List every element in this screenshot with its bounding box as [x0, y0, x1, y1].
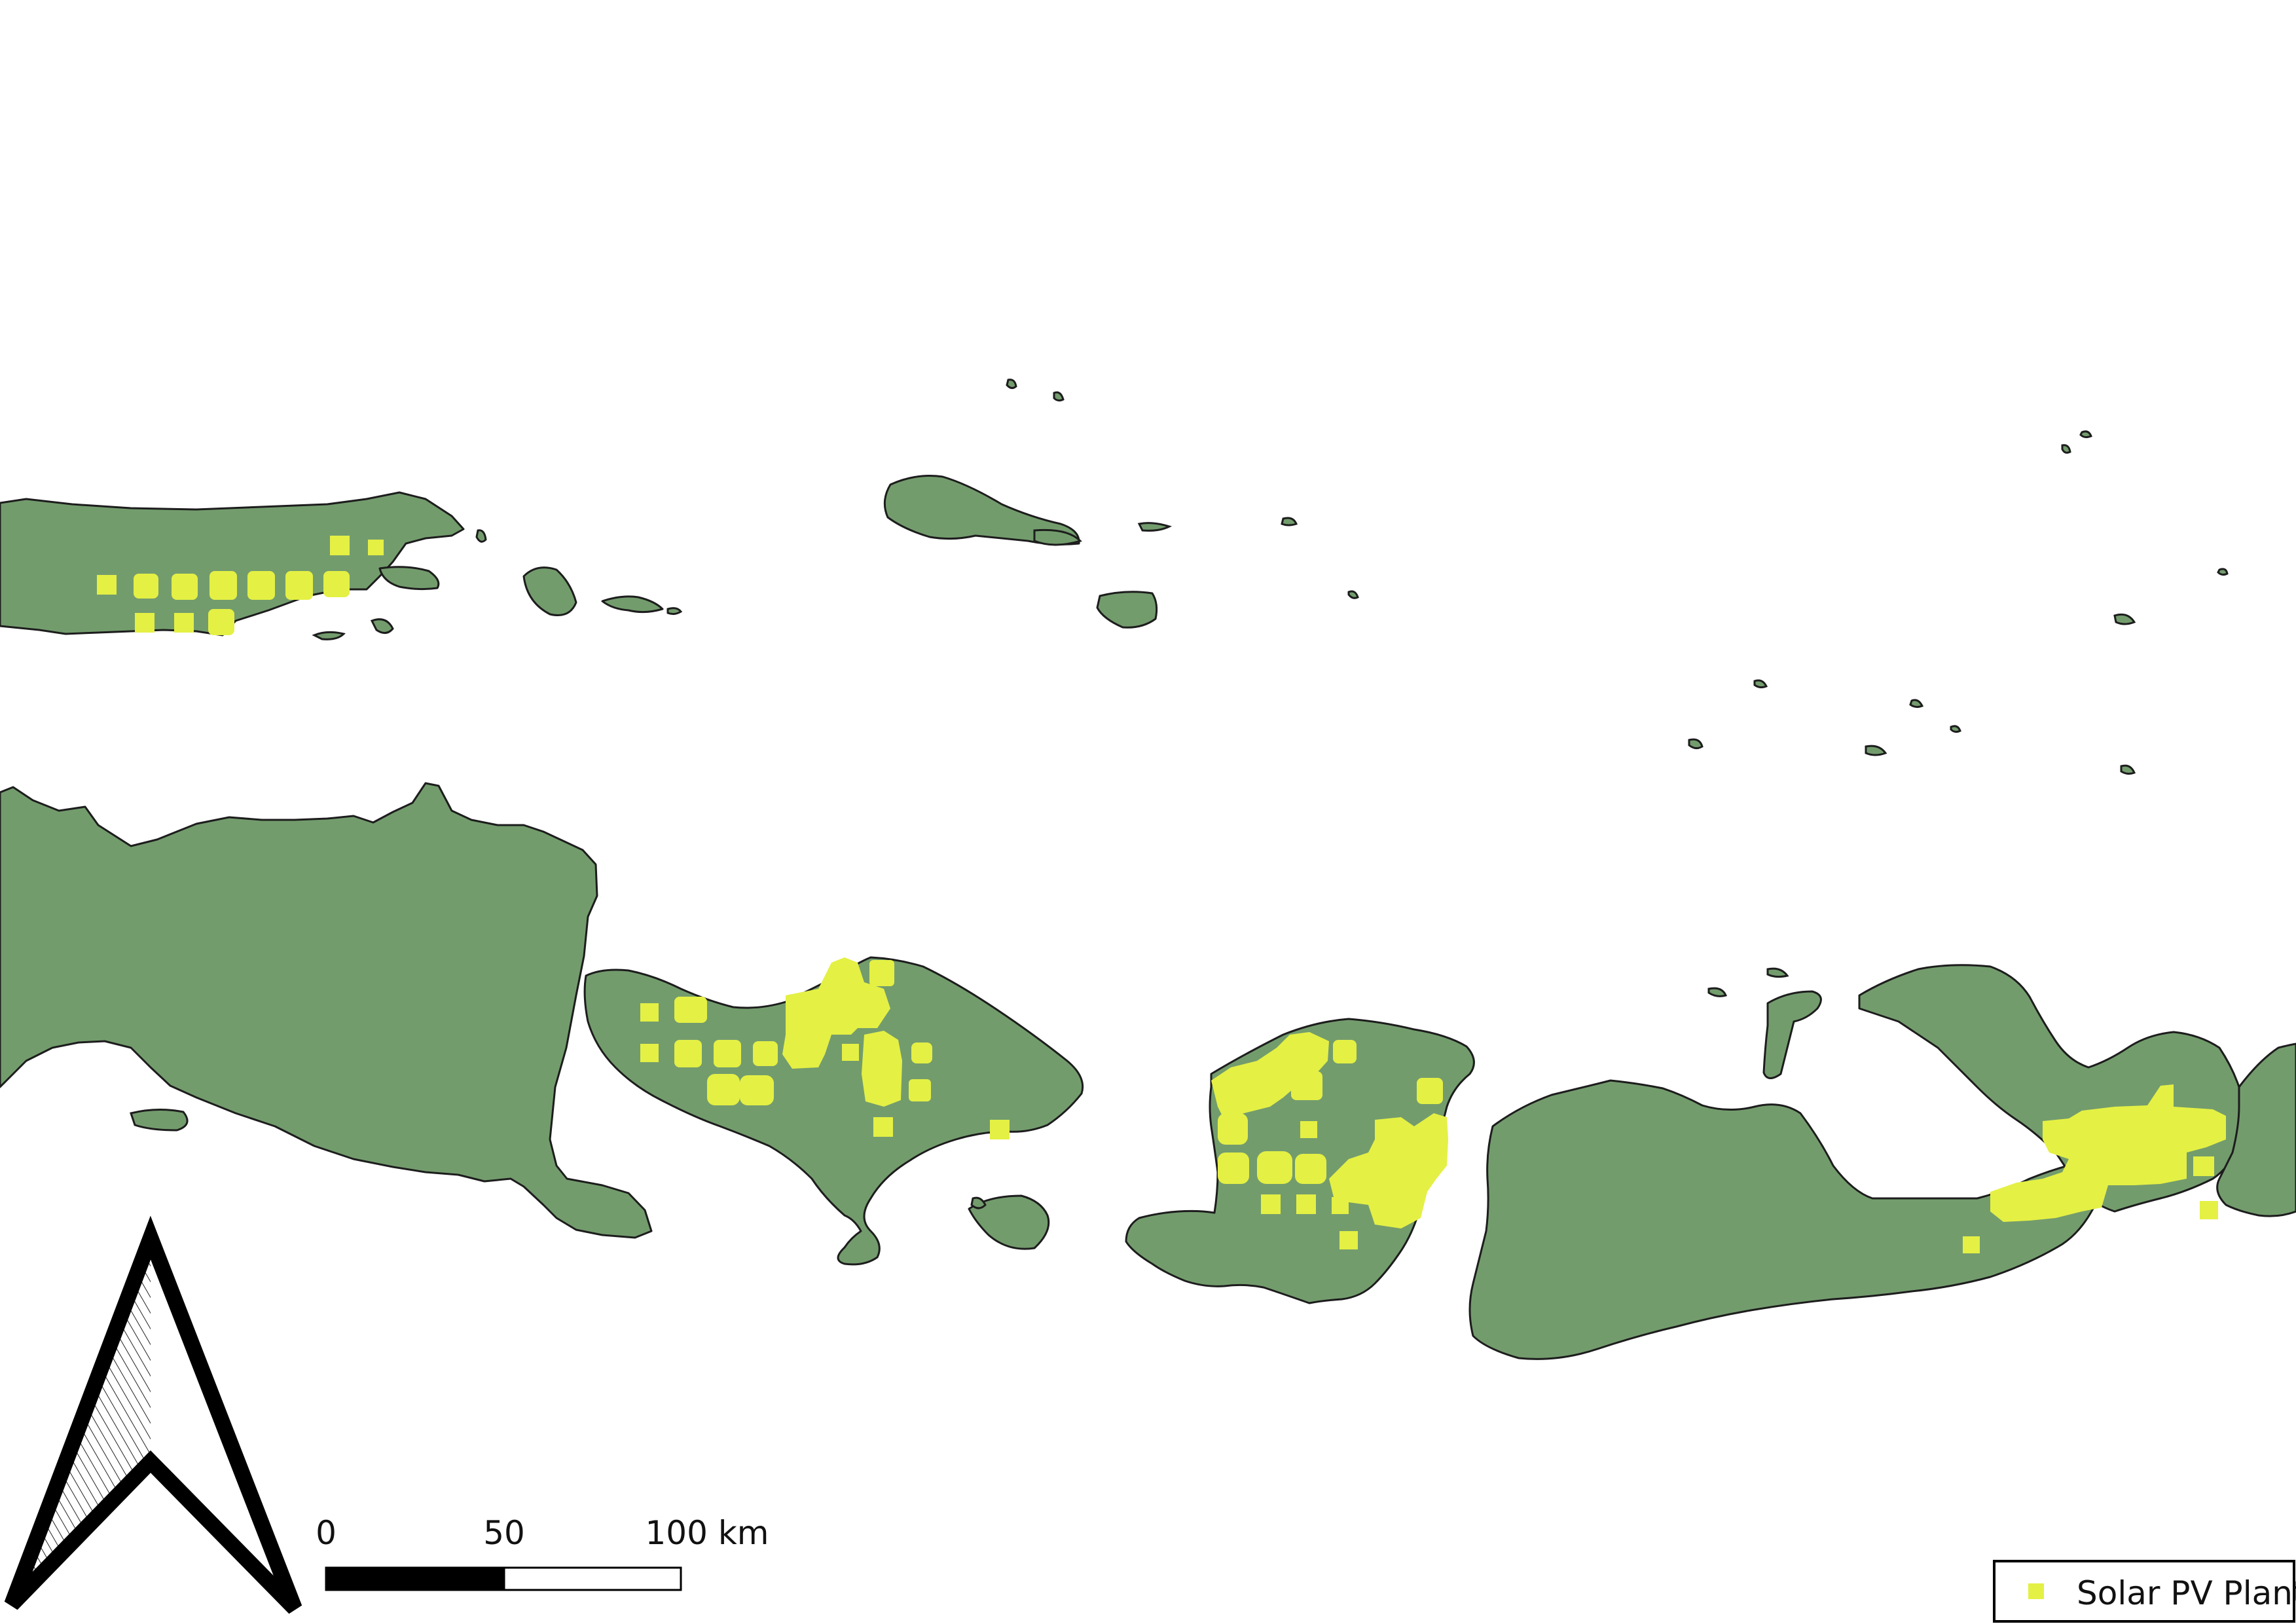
pv-marker [740, 1075, 774, 1105]
island-paliat [1033, 528, 1082, 546]
scale-label-0: 0 [316, 1514, 337, 1552]
pv-cluster [782, 957, 890, 1069]
solar-pv-markers [97, 536, 2226, 1253]
pv-cluster [1211, 1032, 1329, 1120]
island-small-d [666, 607, 683, 616]
island-sapudi [522, 566, 577, 616]
north-arrow-icon [4, 1215, 302, 1614]
pv-cluster [1990, 1084, 2226, 1222]
island-small-a [312, 631, 346, 640]
island-n-12 [2120, 764, 2136, 775]
island-n-13 [1347, 590, 1359, 599]
landmasses [0, 378, 2296, 1360]
pv-marker [323, 571, 350, 597]
pv-marker [640, 1003, 659, 1022]
pv-marker [135, 613, 155, 633]
island-raas [601, 595, 664, 614]
island-small-b [370, 618, 394, 634]
pv-marker [1332, 1197, 1349, 1214]
island-n-5 [2217, 568, 2229, 576]
legend-label-solar-pv: Solar PV Plant [2077, 1574, 2296, 1612]
island-n-10 [1909, 699, 1924, 709]
pv-marker [1417, 1078, 1443, 1104]
pv-marker [1295, 1154, 1326, 1184]
island-nusa-lembongan [970, 1196, 987, 1209]
pv-marker [330, 536, 350, 555]
pv-marker [707, 1074, 740, 1105]
pv-marker [210, 571, 237, 600]
pv-marker [247, 571, 275, 600]
island-n-11 [1950, 725, 1961, 733]
island-n-4 [2079, 430, 2092, 439]
pv-cluster [862, 1031, 902, 1107]
island-n-8 [1688, 738, 1704, 750]
pv-marker [674, 1040, 702, 1067]
island-n-3 [2061, 444, 2071, 454]
island-n-15 [1707, 987, 1728, 997]
island-nusa-penida [968, 1194, 1050, 1250]
legend: Solar PV Plant [1993, 1560, 2296, 1623]
pv-marker [285, 571, 313, 600]
island-sumbawa-west [1468, 1079, 2103, 1360]
pv-marker [208, 609, 234, 635]
island-sumbawa-east [2216, 1043, 2296, 1217]
island-n-14 [1766, 967, 1789, 978]
pv-marker [1218, 1153, 1249, 1184]
pv-marker [869, 960, 894, 986]
pv-marker [174, 613, 194, 633]
pv-marker [990, 1120, 1010, 1139]
pv-marker [1257, 1151, 1292, 1184]
pv-marker [1261, 1194, 1281, 1214]
island-moyo-left [1762, 990, 1822, 1079]
scale-label-100: 100 km [646, 1514, 769, 1552]
pv-marker [97, 575, 117, 595]
pv-marker [674, 997, 707, 1023]
pv-marker [368, 540, 384, 555]
island-bali [583, 956, 1084, 1266]
pv-marker [1291, 1071, 1322, 1100]
pv-marker [1339, 1231, 1358, 1249]
pv-marker [753, 1041, 778, 1066]
island-kangean-east [1096, 591, 1158, 629]
pv-marker [172, 574, 198, 600]
island-n-6 [2113, 613, 2136, 625]
pv-marker [714, 1040, 741, 1067]
island-n-2 [1053, 391, 1065, 402]
pv-marker [1296, 1194, 1316, 1214]
pv-marker [1300, 1121, 1317, 1138]
pv-marker [640, 1044, 659, 1062]
pv-marker [911, 1043, 932, 1063]
island-east-java [0, 782, 653, 1239]
pv-marker [909, 1079, 931, 1101]
island-n-1 [1006, 378, 1017, 390]
island-n-7 [1865, 745, 1887, 756]
pv-cluster [1329, 1113, 1448, 1228]
pv-marker [2193, 1156, 2214, 1176]
pv-marker [1218, 1113, 1248, 1145]
pv-marker [1333, 1040, 1357, 1063]
island-small-e [1137, 522, 1173, 532]
pv-marker [873, 1117, 893, 1137]
scale-bar: 0 50 100 km [316, 1514, 769, 1591]
island-small-f [1281, 517, 1298, 526]
island-madura-strait [130, 1108, 189, 1132]
island-small-c [475, 529, 487, 543]
island-n-9 [1753, 679, 1768, 689]
legend-swatch-solar-pv [2028, 1583, 2044, 1599]
scale-label-50: 50 [483, 1514, 525, 1552]
pv-marker [134, 574, 158, 599]
pv-marker [2200, 1201, 2218, 1219]
pv-marker [842, 1044, 859, 1061]
island-madura-east-a [378, 566, 440, 591]
pv-marker [1963, 1236, 1980, 1253]
